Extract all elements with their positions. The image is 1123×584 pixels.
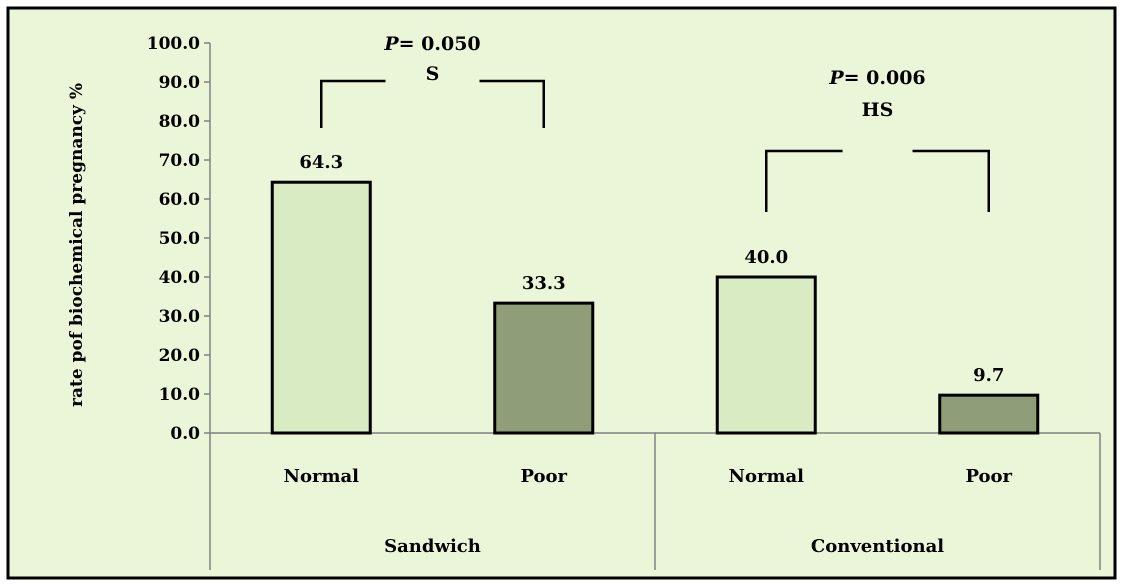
y-tick-label: 10.0 [159,385,201,405]
bar [938,393,1040,435]
y-tick-label: 60.0 [159,190,201,210]
group-label: Conventional [811,536,944,557]
p-value: = 0.050 [399,33,481,55]
y-tick-label: 40.0 [159,268,201,288]
y-tick-label: 20.0 [159,346,201,366]
y-tick-label: 30.0 [159,307,201,327]
data-label: 64.3 [299,152,343,173]
y-tick-label: 80.0 [159,112,201,132]
y-tick-label: 0.0 [170,424,200,444]
p-value-label: P= 0.050 [383,33,480,55]
x-tick-label: Normal [729,466,805,487]
significance-bracket [765,149,990,212]
bar [270,180,372,435]
y-tick-label: 100.0 [147,34,200,54]
significance-label: HS [862,99,894,121]
p-value-label: P= 0.006 [828,67,925,89]
bar [493,301,595,435]
p-symbol: P [828,67,844,89]
y-tick-label: 90.0 [159,73,201,93]
data-label: 9.7 [973,365,1004,386]
x-tick-label: Normal [284,466,360,487]
bar [715,275,817,435]
plot-background [6,6,1117,580]
x-tick-label: Poor [520,466,567,487]
y-tick-label: 70.0 [159,151,201,171]
y-tick-label: 50.0 [159,229,201,249]
y-axis-label: rate pof biochemical pregnancy % [67,83,87,407]
x-tick-label: Poor [965,466,1012,487]
significance-label: S [426,63,440,85]
data-label: 40.0 [744,247,788,268]
p-value: = 0.006 [844,67,926,89]
group-label: Sandwich [384,536,481,557]
significance-bracket [320,79,545,128]
data-label: 33.3 [522,273,566,294]
p-symbol: P [383,33,399,55]
